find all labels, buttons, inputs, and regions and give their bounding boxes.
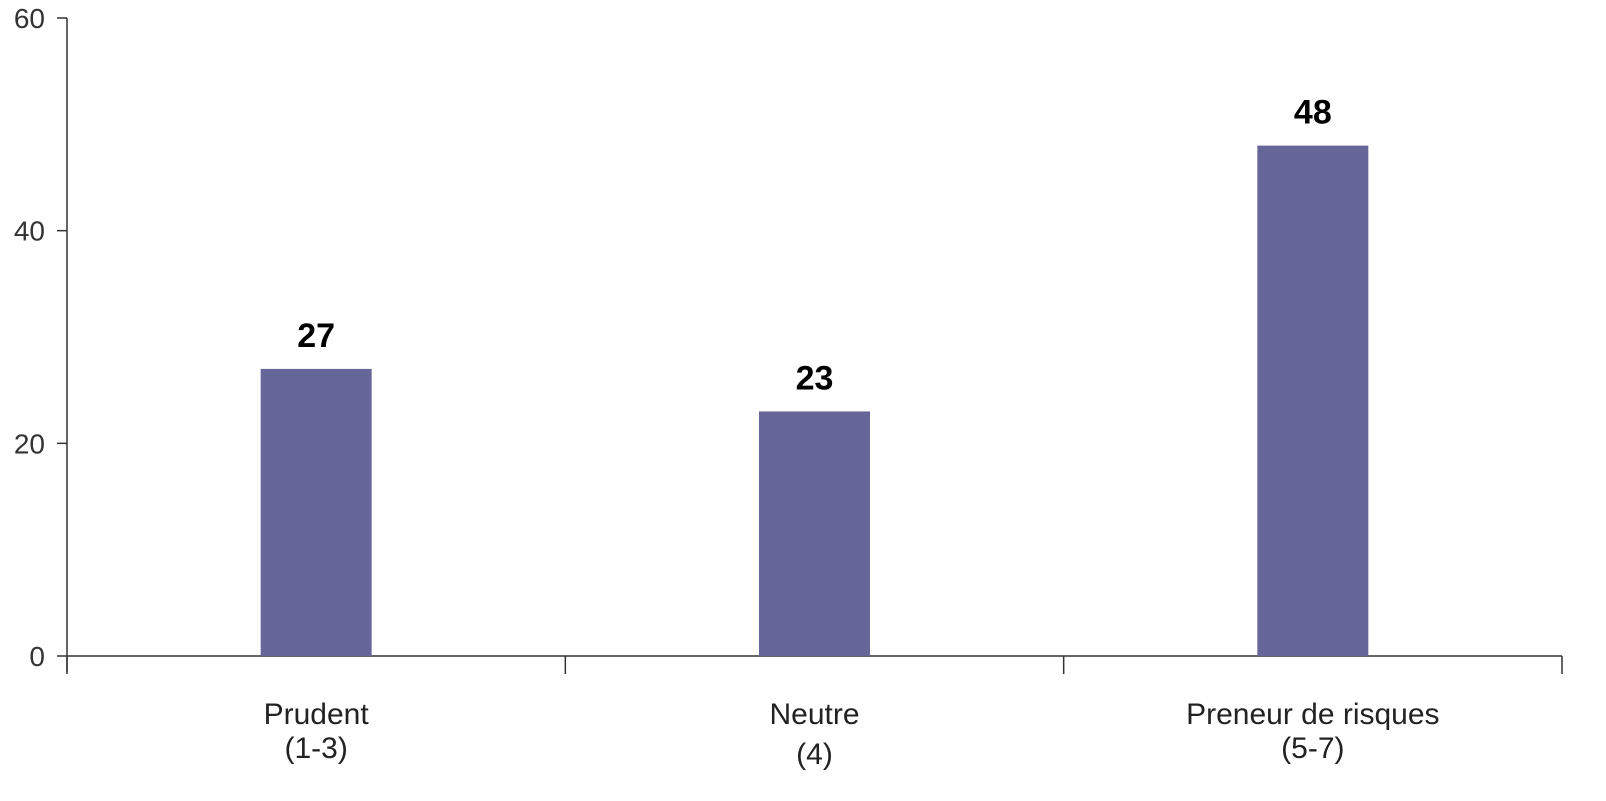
- data-label: 48: [1294, 94, 1332, 132]
- bar: [260, 368, 372, 656]
- y-tick-label: 60: [14, 3, 45, 34]
- y-tick-label: 20: [14, 428, 45, 459]
- y-tick-label: 40: [14, 216, 45, 247]
- y-tick-label: 0: [29, 641, 45, 672]
- data-label: 23: [796, 359, 834, 397]
- category-label: Prudent: [264, 698, 370, 731]
- category-label: (4): [796, 738, 833, 771]
- category-label: Preneur de risques: [1186, 698, 1439, 731]
- y-axis: 0 20 40 60: [14, 3, 68, 672]
- x-axis: [66, 655, 1563, 674]
- category-label: Neutre: [769, 698, 859, 731]
- data-label: 27: [297, 317, 335, 355]
- bar: [1257, 145, 1369, 656]
- category-label: (1-3): [284, 732, 347, 765]
- bar: [759, 411, 870, 656]
- bars: [260, 145, 1369, 656]
- category-label: (5-7): [1281, 732, 1344, 765]
- category-labels: Prudent(1-3) Neutre (4) Preneur de risques(…: [264, 698, 1440, 771]
- value-labels: 27 23 48: [297, 94, 1331, 398]
